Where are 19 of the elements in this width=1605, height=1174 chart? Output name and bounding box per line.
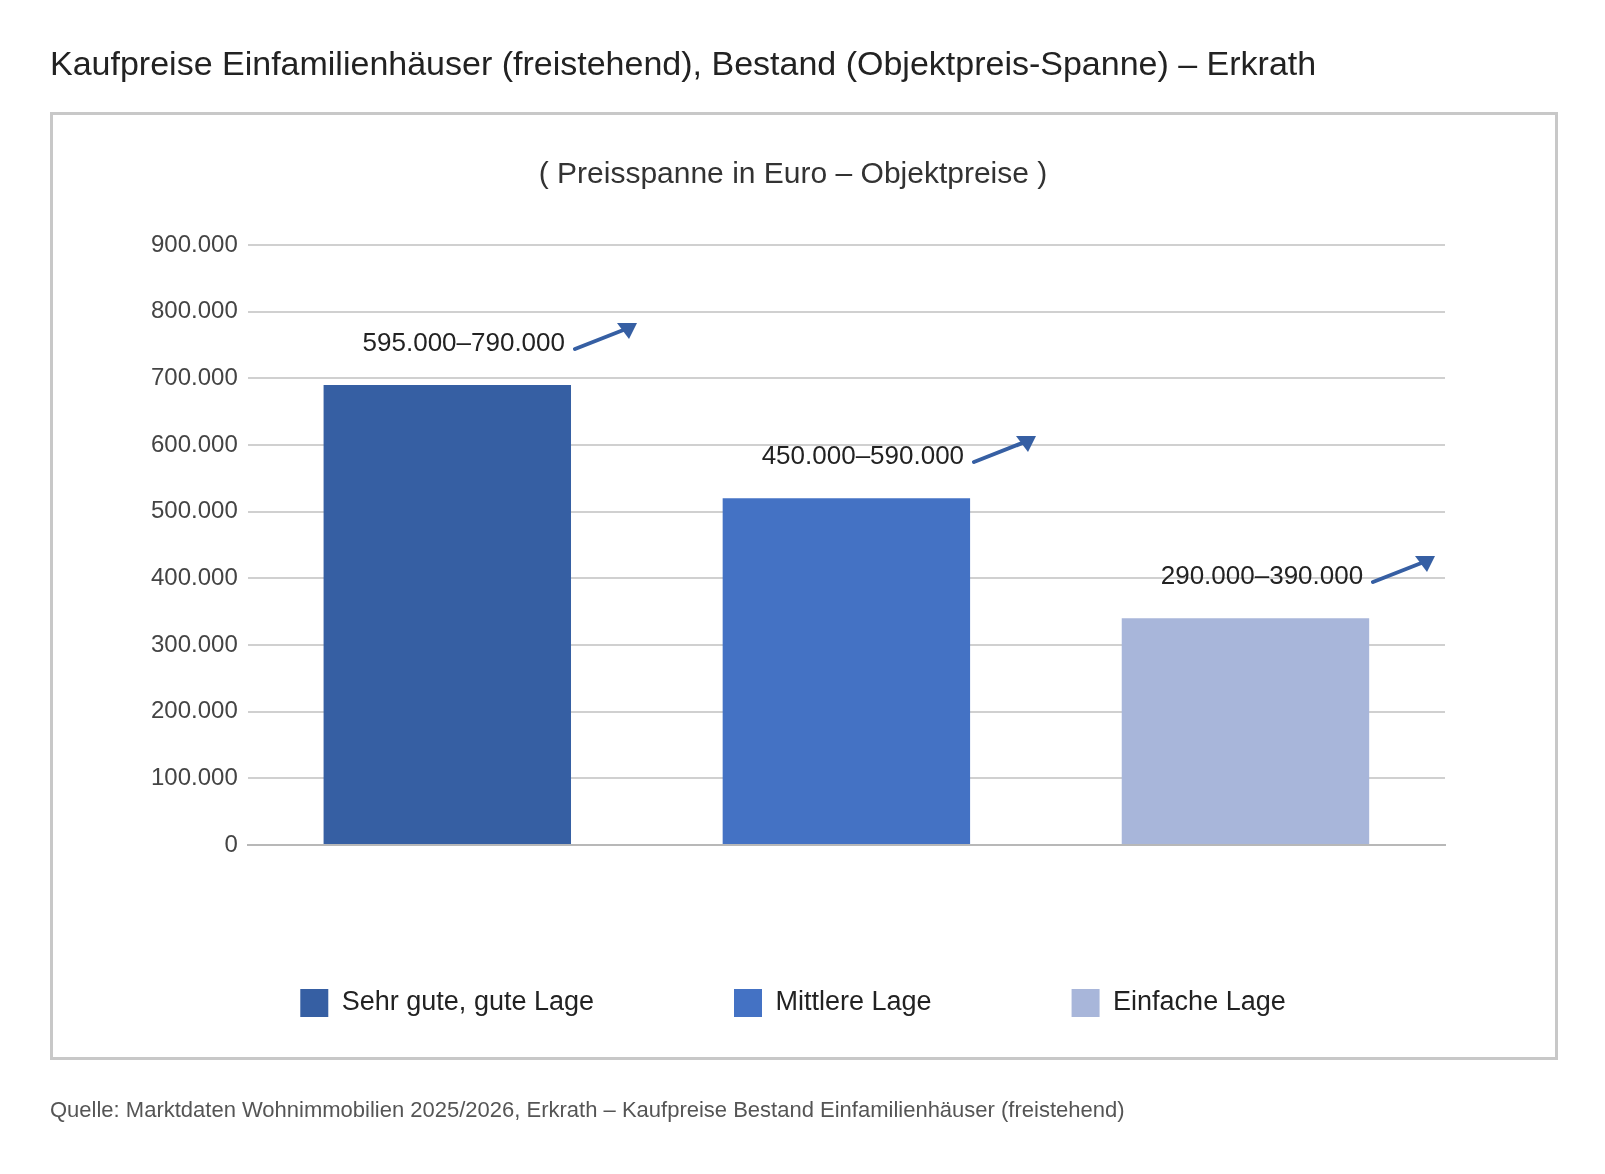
data-label: 450.000–590.000 bbox=[761, 440, 965, 471]
y-tick-label: 0 bbox=[224, 829, 238, 857]
y-tick-label: 200.000 bbox=[150, 696, 238, 724]
legend-label: Sehr gute, gute Lage bbox=[341, 986, 594, 1017]
data-label: 595.000–790.000 bbox=[362, 327, 566, 357]
y-tick-label: 100.000 bbox=[150, 762, 238, 790]
y-tick-label: 800.000 bbox=[150, 296, 238, 324]
y-tick-label: 500.000 bbox=[150, 496, 238, 524]
legend-label: Mittlere Lage bbox=[775, 986, 932, 1017]
data-label: 290.000–390.000 bbox=[1160, 560, 1364, 591]
source-note: Quelle: Marktdaten Wohnimmobilien 2025/2026, Erkrath – Kaufpreise Bestand Einfamilienhäuser (freistehend) bbox=[50, 1097, 1125, 1123]
y-tick-label: 300.000 bbox=[150, 629, 238, 657]
y-tick-label: 400.000 bbox=[150, 562, 238, 590]
chart-title: Kaufpreise Einfamilienhäuser (freistehend), Bestand (Objektpreis-Spanne) – Erkrath bbox=[50, 44, 1317, 83]
y-tick-label: 600.000 bbox=[150, 429, 238, 457]
y-tick-label: 900.000 bbox=[150, 229, 238, 257]
chart-subtitle: ( Preisspanne in Euro – Objektpreise ) bbox=[538, 156, 1048, 190]
legend-label: Einfache Lage bbox=[1113, 986, 1286, 1017]
y-tick-label: 700.000 bbox=[150, 362, 238, 390]
